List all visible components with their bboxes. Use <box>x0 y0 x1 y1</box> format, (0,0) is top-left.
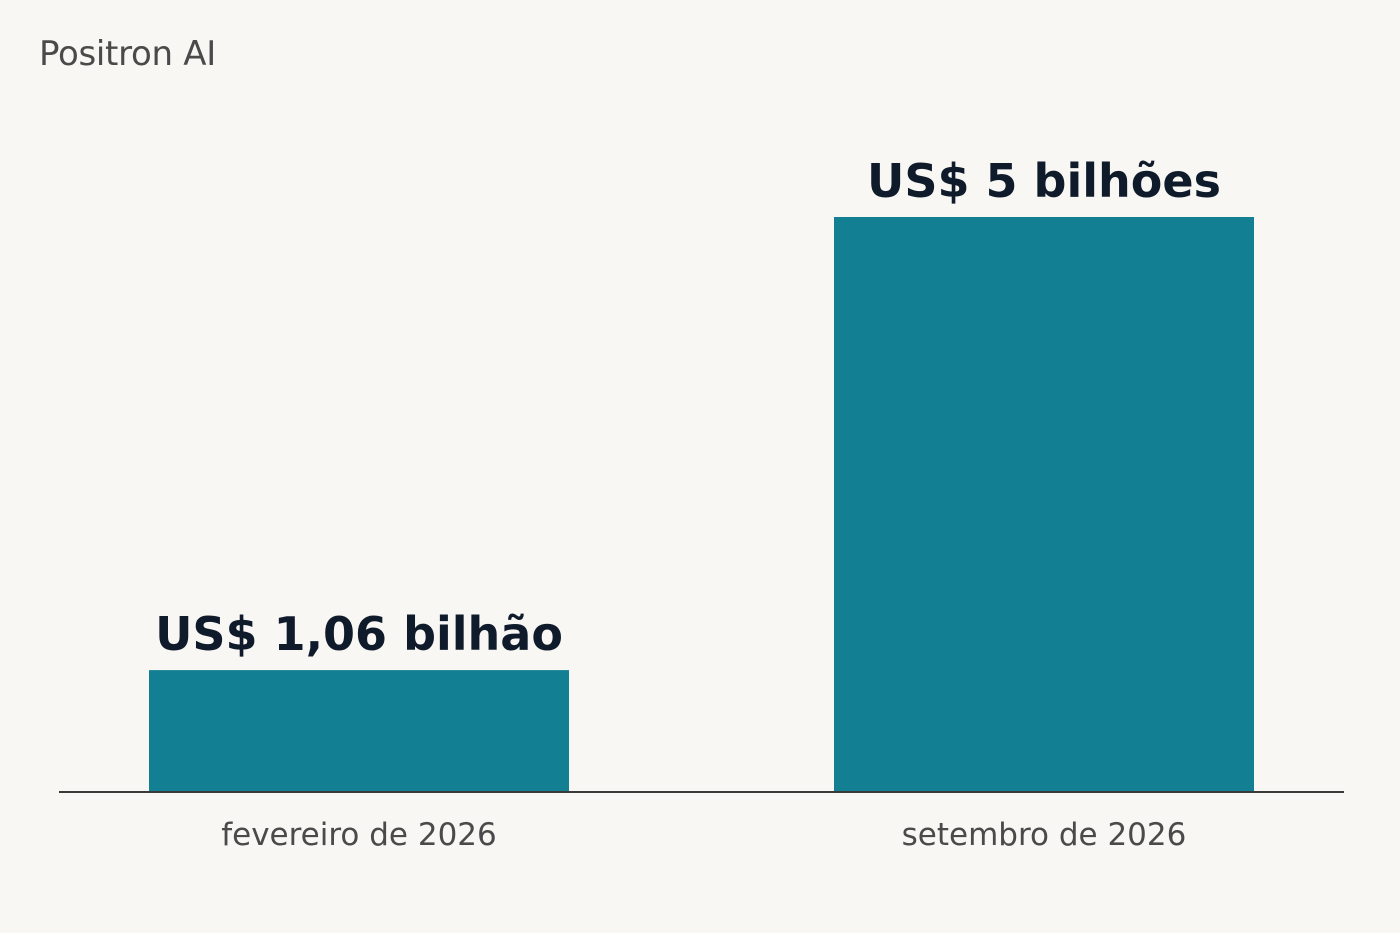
category-label-2: setembro de 2026 <box>902 817 1187 853</box>
chart-title: Positron AI <box>39 34 216 74</box>
value-label-2: US$ 5 bilhões <box>867 154 1221 208</box>
bar-1 <box>149 670 569 792</box>
value-label-1: US$ 1,06 bilhão <box>155 607 563 661</box>
category-label-1: fevereiro de 2026 <box>221 817 497 853</box>
bars-layer: US$ 1,06 bilhão fevereiro de 2026 US$ 5 bi… <box>149 154 1254 853</box>
bar-2 <box>834 217 1254 792</box>
